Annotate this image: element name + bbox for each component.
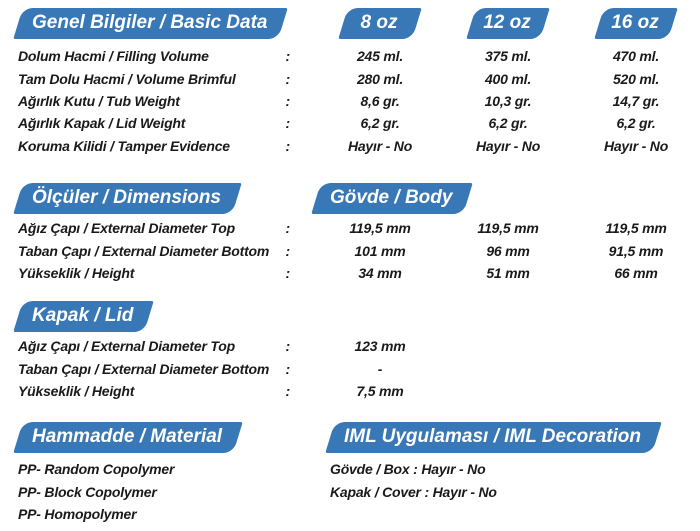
section-material-rows: PP- Random Copolymer PP- Block Copolymer… [18, 458, 316, 525]
section-lid-title-cell: Kapak / Lid [18, 301, 316, 332]
section-lid-header: Kapak / Lid [18, 301, 700, 332]
row-colon: : [285, 115, 291, 132]
cell-value-16oz: 14,7 gr. [612, 92, 660, 109]
cell-value-12oz: 119,5 mm [477, 220, 539, 237]
iml-item: Kapak / Cover : Hayır - No [330, 483, 497, 500]
cell-value-lid: - [377, 360, 383, 377]
row-label: Dolum Hacmi / Filling Volume [18, 48, 209, 65]
section-basic-title-cell: Genel Bilgiler / Basic Data [18, 8, 316, 39]
cell-value-12oz: 96 mm [486, 242, 530, 259]
section-iml-rows: Gövde / Box : Hayır - No Kapak / Cover :… [330, 458, 700, 503]
body-subtitle-cell: Gövde / Body [316, 183, 452, 214]
row-label: Tam Dolu Hacmi / Volume Brimful [18, 70, 236, 87]
cell-value-12oz: 51 mm [486, 264, 530, 281]
table-row: Ağız Çapı / External Diameter Top: 123 m… [18, 335, 700, 357]
table-row: Ağırlık Kutu / Tub Weight: 8,6 gr. 10,3 … [18, 90, 700, 112]
row-colon: : [285, 383, 291, 400]
cell-value-16oz: 470 ml. [612, 48, 660, 65]
table-row: Tam Dolu Hacmi / Volume Brimful: 280 ml.… [18, 67, 700, 89]
section-basic: Genel Bilgiler / Basic Data 8 oz 12 oz 1… [0, 8, 700, 157]
size-header-cell: 12 oz [444, 8, 572, 39]
cell-value-12oz: Hayır - No [475, 137, 541, 154]
size-header-banner-16oz: 16 oz [599, 8, 673, 39]
cell-value-lid: 123 mm [354, 338, 406, 355]
cell-value-16oz: 66 mm [614, 264, 658, 281]
section-bottom: Hammadde / Material PP- Random Copolymer… [18, 422, 700, 525]
row-colon: : [285, 338, 291, 355]
section-basic-rows: Dolum Hacmi / Filling Volume: 245 ml. 37… [0, 45, 700, 157]
table-row: Dolum Hacmi / Filling Volume: 245 ml. 37… [18, 45, 700, 67]
cell-value-12oz: 400 ml. [484, 70, 532, 87]
row-colon: : [285, 220, 291, 237]
row-colon: : [285, 48, 291, 65]
section-title-banner-material: Hammadde / Material [18, 422, 238, 453]
row-label: Ağız Çapı / External Diameter Top [18, 338, 235, 355]
table-row: Taban Çapı / External Diameter Bottom: 1… [18, 239, 700, 261]
cell-value-16oz: 119,5 mm [605, 220, 667, 237]
size-header-banner-12oz: 12 oz [471, 8, 545, 39]
cell-value-8oz: 280 ml. [356, 70, 404, 87]
row-label: Taban Çapı / External Diameter Bottom [18, 242, 270, 259]
material-item: PP- Block Copolymer [18, 483, 157, 500]
size-header-banner-8oz: 8 oz [343, 8, 417, 39]
cell-value-8oz: 6,2 gr. [360, 115, 400, 132]
section-title-banner-dimensions: Ölçüler / Dimensions [18, 183, 237, 214]
cell-value-8oz: Hayır - No [347, 137, 413, 154]
table-row: Ağırlık Kapak / Lid Weight: 6,2 gr. 6,2 … [18, 112, 700, 134]
cell-value-8oz: 119,5 mm [349, 220, 411, 237]
row-label: Ağırlık Kutu / Tub Weight [18, 92, 180, 109]
subtitle-banner-body: Gövde / Body [316, 183, 468, 214]
iml-item: Gövde / Box : Hayır - No [330, 461, 486, 478]
section-material-header: Hammadde / Material [18, 422, 316, 453]
row-label: Yükseklik / Height [18, 383, 135, 400]
table-row: Koruma Kilidi / Tamper Evidence: Hayır -… [18, 135, 700, 157]
row-label: Yükseklik / Height [18, 264, 135, 281]
section-dimensions-header: Ölçüler / Dimensions Gövde / Body [18, 183, 700, 214]
row-label: Koruma Kilidi / Tamper Evidence [18, 137, 230, 154]
size-header-cell: 8 oz [316, 8, 444, 39]
row-label: Ağırlık Kapak / Lid Weight [18, 115, 186, 132]
cell-value-8oz: 8,6 gr. [360, 92, 400, 109]
section-lid: Kapak / Lid Ağız Çapı / External Diamete… [0, 301, 700, 402]
row-colon: : [285, 360, 291, 377]
table-row: Yükseklik / Height: 7,5 mm [18, 380, 700, 402]
row-colon: : [285, 70, 291, 87]
section-iml-header: IML Uygulaması / IML Decoration [330, 422, 700, 453]
cell-value-lid: 7,5 mm [356, 383, 404, 400]
row-colon: : [285, 242, 291, 259]
cell-value-8oz: 245 ml. [356, 48, 404, 65]
section-lid-rows: Ağız Çapı / External Diameter Top: 123 m… [0, 335, 700, 402]
section-title-banner-basic: Genel Bilgiler / Basic Data [18, 8, 283, 39]
cell-value-16oz: Hayır - No [603, 137, 669, 154]
cell-value-12oz: 375 ml. [484, 48, 532, 65]
row-colon: : [285, 264, 291, 281]
section-title-banner-lid: Kapak / Lid [18, 301, 149, 332]
cell-value-16oz: 520 ml. [612, 70, 660, 87]
table-row: Ağız Çapı / External Diameter Top: 119,5… [18, 217, 700, 239]
row-colon: : [285, 92, 291, 109]
material-item: PP- Random Copolymer [18, 461, 175, 478]
material-item: PP- Homopolymer [18, 506, 137, 523]
table-row: Yükseklik / Height: 34 mm 51 mm 66 mm [18, 262, 700, 284]
size-header-cell: 16 oz [572, 8, 700, 39]
section-dimensions-title-cell: Ölçüler / Dimensions [18, 183, 316, 214]
section-iml: IML Uygulaması / IML Decoration Gövde / … [316, 422, 700, 525]
section-material: Hammadde / Material PP- Random Copolymer… [18, 422, 316, 525]
section-dimensions-rows: Ağız Çapı / External Diameter Top: 119,5… [0, 217, 700, 284]
section-dimensions: Ölçüler / Dimensions Gövde / Body Ağız Ç… [0, 183, 700, 284]
section-title-banner-iml: IML Uygulaması / IML Decoration [330, 422, 657, 453]
section-basic-header: Genel Bilgiler / Basic Data 8 oz 12 oz 1… [18, 8, 700, 39]
row-colon: : [285, 137, 291, 154]
row-label: Taban Çapı / External Diameter Bottom [18, 360, 270, 377]
cell-value-16oz: 6,2 gr. [616, 115, 656, 132]
row-label: Ağız Çapı / External Diameter Top [18, 220, 235, 237]
cell-value-12oz: 10,3 gr. [484, 92, 532, 109]
cell-value-8oz: 34 mm [358, 264, 402, 281]
cell-value-16oz: 91,5 mm [608, 242, 664, 259]
table-row: Taban Çapı / External Diameter Bottom: - [18, 358, 700, 380]
cell-value-12oz: 6,2 gr. [488, 115, 528, 132]
cell-value-8oz: 101 mm [354, 242, 406, 259]
